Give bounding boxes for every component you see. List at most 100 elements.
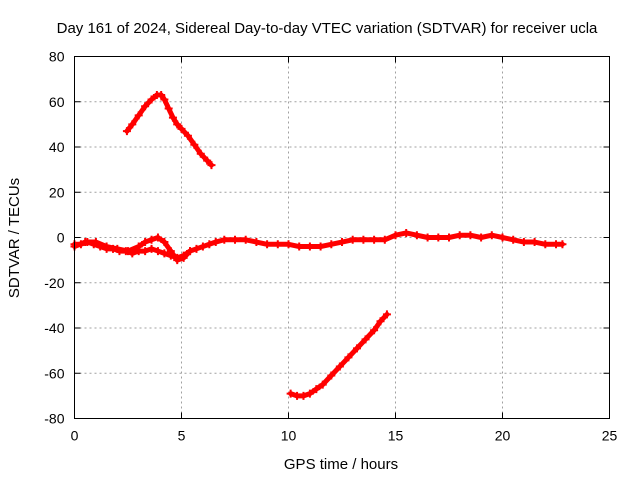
x-tick-label: 15 [388, 428, 404, 444]
data-point [122, 127, 131, 136]
x-tick-label: 5 [178, 428, 186, 444]
data-point [124, 247, 132, 256]
y-axis-label: SDTVAR / TECUs [6, 178, 23, 298]
data-point [402, 228, 411, 237]
data-point [305, 389, 314, 398]
chart-title: Day 161 of 2024, Sidereal Day-to-day VTE… [57, 20, 598, 37]
data-point [335, 362, 344, 371]
data-point [252, 238, 261, 247]
data-point [168, 113, 177, 122]
data-point [344, 353, 353, 362]
data-point [179, 253, 188, 262]
x-tick-label: 20 [495, 428, 511, 444]
data-point [327, 371, 336, 380]
x-tick-label: 25 [602, 428, 618, 444]
data-point [153, 233, 162, 242]
y-tick-label: 0 [57, 230, 65, 246]
data-point [205, 240, 214, 249]
data-point [173, 256, 182, 265]
data-point [412, 231, 421, 240]
data-point [273, 240, 282, 249]
data-point [141, 247, 150, 256]
data-point [370, 326, 379, 335]
data-point [81, 238, 90, 247]
data-point [466, 231, 475, 240]
data-point [160, 95, 169, 104]
data-point [134, 111, 143, 120]
data-point [498, 233, 507, 242]
y-tick-label: 20 [49, 184, 65, 200]
data-point [295, 242, 304, 251]
data-point [141, 102, 150, 111]
data-point [370, 235, 379, 244]
series-trace [288, 311, 390, 399]
data-point [192, 244, 201, 253]
data-point [286, 389, 295, 398]
data-point [147, 235, 156, 244]
data-point [147, 95, 156, 104]
data-point [160, 249, 169, 258]
x-tick-label: 0 [71, 428, 79, 444]
data-point [380, 235, 389, 244]
data-point [487, 231, 496, 240]
data-point [477, 233, 486, 242]
data-point [338, 238, 346, 247]
y-tick-label: -80 [44, 411, 64, 427]
data-point [241, 235, 250, 244]
y-tick-label: 80 [49, 49, 65, 65]
data-point [541, 240, 550, 249]
x-tick-label: 10 [281, 428, 297, 444]
y-tick-label: -40 [44, 320, 64, 336]
data-point [190, 140, 199, 149]
data-point [128, 120, 137, 129]
data-point [196, 149, 205, 158]
y-tick-label: -20 [44, 275, 64, 291]
data-point [530, 238, 539, 247]
data-point [445, 233, 453, 242]
data-point [299, 391, 308, 400]
y-tick-label: 40 [49, 139, 65, 155]
data-point [305, 242, 314, 251]
data-point [391, 231, 400, 240]
data-point [164, 104, 173, 113]
data-point [183, 131, 192, 140]
data-point [141, 238, 150, 247]
data-point [166, 247, 175, 256]
data-point [211, 238, 220, 247]
data-point [177, 124, 186, 133]
data-point [318, 380, 327, 389]
data-point [147, 244, 156, 253]
data-point [173, 120, 182, 129]
data-point [434, 233, 443, 242]
data-point [509, 235, 518, 244]
data-point [359, 235, 368, 244]
data-point [316, 242, 325, 251]
data-point [160, 238, 169, 247]
axis-ticks: 0 5 10 15 20 25 -80 -60 -40 -20 0 20 40 60 80 [44, 49, 617, 444]
plot-area [70, 90, 567, 400]
data-point [134, 242, 143, 251]
data-point [102, 242, 111, 251]
data-point [361, 335, 370, 344]
data-point [157, 90, 166, 99]
series-trace [72, 230, 565, 261]
x-axis-label: GPS time / hours [284, 456, 398, 473]
data-point [327, 240, 336, 249]
grid-lines [74, 56, 610, 419]
data-point [153, 247, 162, 256]
data-point [113, 244, 122, 253]
series-secondary-track [70, 233, 195, 265]
series-upper-arc [122, 90, 216, 170]
data-point [312, 385, 321, 394]
data-point [348, 235, 357, 244]
y-tick-label: -60 [44, 365, 64, 381]
data-point [207, 161, 216, 170]
data-point [91, 238, 100, 247]
series-lower-track [286, 310, 391, 400]
data-point [203, 156, 212, 165]
data-point [558, 240, 567, 249]
data-point [376, 317, 385, 326]
data-point [423, 233, 432, 242]
data-point [519, 238, 528, 247]
